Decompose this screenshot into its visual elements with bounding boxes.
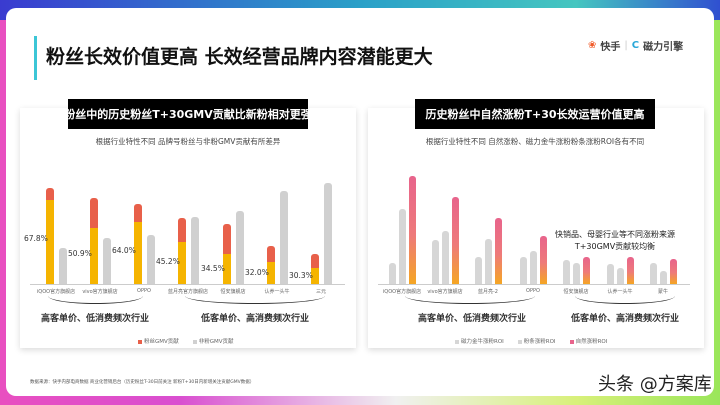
x-tick-label: 三元	[315, 289, 327, 295]
page-title: 粉丝长效价值更高 长效经营品牌内容潜能更大	[46, 46, 433, 68]
x-tick-label: 认养一头牛	[264, 289, 290, 295]
cili-roi-bar	[650, 263, 657, 284]
nonfan-gmv-bar	[191, 216, 199, 284]
nonfan-gmv-bar	[59, 247, 67, 284]
legend-item: 磁力金牛涨粉ROI	[455, 337, 504, 345]
history-fan-bar	[90, 227, 98, 284]
fentiao-roi-bar	[485, 239, 492, 284]
right-chart-title: 历史粉丝中自然涨粉T+30长效运营价值更高	[415, 99, 655, 129]
left-legend: 粉丝GMV贡献 非粉GMV贡献	[138, 337, 234, 345]
fan-gmv-bar	[223, 223, 231, 284]
fentiao-roi-bar	[530, 251, 537, 284]
fentiao-roi-bar	[442, 231, 449, 284]
right-group-bracket-1	[405, 296, 535, 304]
cili-roi-bar	[607, 264, 614, 284]
natural-roi-bar	[583, 257, 590, 284]
cili-roi-bar	[520, 257, 527, 284]
annotation-line: 快销品、母婴行业等不同涨粉来源	[555, 230, 675, 239]
left-chart-panel	[20, 108, 356, 348]
right-chart-subtitle: 根据行业特性不同 自然涨粉、磁力金牛涨粉粉条涨粉ROI各有不同	[425, 137, 645, 146]
left-group-bracket-1	[48, 296, 143, 304]
x-tick-label: vivo官方旗舰店	[82, 289, 118, 295]
fentiao-roi-bar	[617, 268, 624, 284]
cili-roi-bar	[563, 260, 570, 284]
right-group-label-2: 低客单价、高消费频次行业	[570, 314, 680, 324]
kuaishou-logo-text: 快手	[600, 42, 621, 53]
history-fan-bar	[134, 222, 142, 284]
x-tick-label: 恒安旗舰店	[563, 289, 589, 295]
left-chart-title: 粉丝中的历史粉丝T+30GMV贡献比新粉相对更强	[64, 99, 312, 129]
cili-logo-icon: C	[631, 40, 640, 51]
history-share-label: 67.8%	[24, 234, 48, 244]
nonfan-gmv-bar	[103, 237, 111, 284]
cili-logo-text: 磁力引擎	[643, 42, 684, 53]
nonfan-gmv-bar	[324, 182, 332, 284]
x-tick-label: OPPO	[137, 288, 151, 294]
nonfan-gmv-bar	[280, 190, 288, 284]
nonfan-gmv-bar	[236, 211, 244, 284]
nonfan-gmv-bar	[147, 234, 155, 284]
x-tick-label: 认养一头牛	[607, 289, 633, 295]
x-tick-label: 蒙牛	[657, 289, 669, 295]
legend-item: 自然涨粉ROI	[569, 337, 607, 345]
cili-roi-bar	[432, 240, 439, 284]
right-group-label-1: 高客单价、低消费频次行业	[417, 314, 527, 324]
x-tick-label: iQOO官方旗舰店	[36, 289, 76, 295]
logo-divider: |	[624, 40, 628, 51]
x-axis	[30, 284, 345, 285]
left-group-label-2: 低客单价、高消费频次行业	[200, 314, 310, 324]
legend-item: 粉条涨粉ROI	[517, 337, 556, 345]
x-tick-label: 蓝月亮官方旗舰店	[167, 289, 209, 295]
history-fan-bar	[267, 262, 275, 284]
history-share-label: 64.0%	[112, 246, 136, 256]
fentiao-roi-bar	[660, 271, 667, 284]
history-fan-bar	[178, 242, 186, 284]
history-fan-bar	[46, 200, 54, 284]
brand-logos: ❀ 快手 | C 磁力引擎	[588, 38, 683, 53]
history-share-label: 45.2%	[156, 257, 180, 266]
watermark: 头条 @方案库	[598, 374, 712, 395]
x-axis	[378, 284, 690, 285]
natural-roi-bar	[409, 176, 416, 284]
fentiao-roi-bar	[573, 263, 580, 284]
right-chart-annotation: 快销品、母婴行业等不同涨粉来源 T+30GMV贡献较均衡	[555, 229, 675, 253]
natural-roi-bar	[670, 259, 677, 284]
history-share-label: 30.3%	[289, 270, 313, 280]
cili-roi-bar	[389, 263, 396, 284]
right-legend: 磁力金牛涨粉ROI 粉条涨粉ROI 自然涨粉ROI	[455, 337, 607, 345]
x-tick-label: OPPO	[526, 288, 540, 294]
history-fan-bar	[223, 254, 231, 284]
natural-roi-bar	[495, 218, 502, 284]
natural-roi-bar	[627, 257, 634, 284]
history-fan-bar	[311, 267, 319, 284]
fentiao-roi-bar	[399, 209, 406, 284]
title-accent-bar	[34, 36, 37, 80]
natural-roi-bar	[452, 197, 459, 284]
legend-item: 粉丝GMV贡献	[138, 337, 179, 345]
left-group-bracket-2	[185, 296, 325, 304]
x-tick-label: 蓝月亮-2	[478, 289, 498, 295]
left-chart-subtitle: 根据行业特性不同 品牌号粉丝与非粉GMV贡献有所差异	[95, 137, 281, 146]
x-tick-label: iQOO官方旗舰店	[382, 289, 422, 295]
right-chart-panel	[368, 108, 704, 348]
left-group-label-1: 高客单价、低消费频次行业	[40, 314, 150, 324]
history-share-label: 50.9%	[68, 249, 92, 259]
history-share-label: 32.0%	[245, 267, 269, 277]
annotation-line: T+30GMV贡献较均衡	[574, 242, 656, 251]
footnote: 数据来源：快手内部电商数据 商业化营销后台（历史粉丝T-30日前关注 新粉T+3…	[30, 380, 255, 385]
x-tick-label: 恒安旗舰店	[220, 289, 246, 295]
cili-roi-bar	[475, 257, 482, 284]
right-group-bracket-2	[575, 296, 675, 304]
natural-roi-bar	[540, 236, 547, 284]
history-share-label: 34.5%	[201, 263, 225, 273]
x-tick-label: vivo官方旗舰店	[427, 289, 463, 295]
legend-item: 非粉GMV贡献	[192, 337, 234, 345]
kuaishou-logo-icon: ❀	[588, 40, 597, 51]
